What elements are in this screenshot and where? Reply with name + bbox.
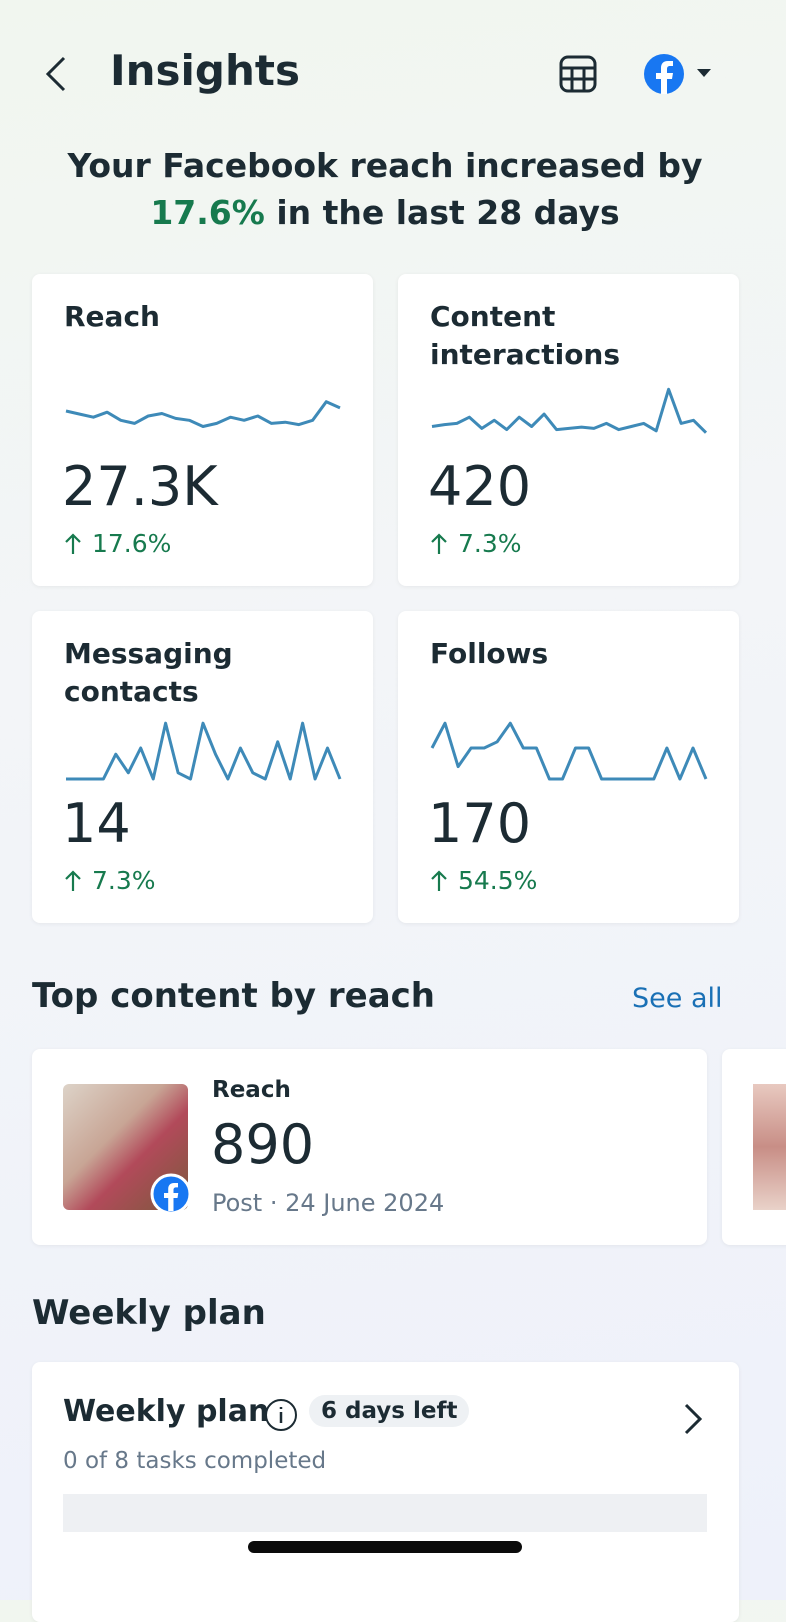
metric-label: Reach xyxy=(64,300,160,333)
days-left-badge: 6 days left xyxy=(309,1395,470,1427)
metric-card[interactable]: Messaging contacts 14 7.3% xyxy=(32,611,373,923)
section-title: Weekly plan xyxy=(32,1293,266,1333)
see-all-link[interactable]: See all xyxy=(632,983,723,1014)
metric-value: 14 xyxy=(62,792,131,855)
metric-label: Messaging contacts xyxy=(64,637,233,708)
change-value: 7.3% xyxy=(92,866,156,895)
summary-highlight: 17.6% xyxy=(150,193,265,232)
trend-line xyxy=(431,387,708,434)
up-arrow xyxy=(431,532,447,554)
summary-text: in the last 28 days xyxy=(276,193,620,232)
metric-label: Follows xyxy=(430,637,549,670)
account-switcher[interactable] xyxy=(643,53,723,95)
content-meta: Post · 24 June 2024 xyxy=(212,1189,445,1217)
trend-line xyxy=(430,721,708,781)
info-icon[interactable] xyxy=(264,1398,298,1432)
summary: Your Facebook reach increased by 17.6% i… xyxy=(0,142,770,236)
section-title: Top content by reach xyxy=(32,976,436,1016)
sparkline xyxy=(431,387,708,434)
home-indicator xyxy=(248,1541,522,1553)
content-value: 890 xyxy=(211,1113,315,1176)
back-button[interactable] xyxy=(40,55,70,93)
chevron xyxy=(684,1403,703,1435)
page-title: Insights xyxy=(110,46,300,95)
metric-change: 7.3% xyxy=(430,529,522,558)
metric-card[interactable]: Reach 27.3K 17.6% xyxy=(32,274,373,586)
metric-card[interactable]: Follows 170 54.5% xyxy=(398,611,739,923)
metric-change: 7.3% xyxy=(64,866,156,895)
metric-label: Content interactions xyxy=(430,300,621,371)
trend-line xyxy=(66,721,342,781)
facebook-badge xyxy=(150,1173,192,1215)
change-value: 17.6% xyxy=(92,529,172,558)
sparkline xyxy=(66,721,342,781)
arrow-shape xyxy=(431,869,447,891)
summary-line: 17.6% in the last 28 days xyxy=(0,189,770,236)
sparkline xyxy=(430,721,708,781)
metric-value: 170 xyxy=(428,792,532,855)
metric-value: 420 xyxy=(428,455,532,518)
metric-card[interactable]: Content interactions 420 7.3% xyxy=(398,274,739,586)
up-arrow xyxy=(65,869,81,891)
sparkline xyxy=(65,400,341,428)
plan-progress: 0 of 8 tasks completed xyxy=(63,1448,327,1474)
metric-change: 54.5% xyxy=(430,866,537,895)
change-value: 54.5% xyxy=(458,866,538,895)
trend-line xyxy=(65,400,341,428)
content-label: Reach xyxy=(212,1077,291,1103)
arrow-shape xyxy=(65,532,81,554)
plan-title: Weekly plan xyxy=(63,1394,270,1429)
metric-change: 17.6% xyxy=(64,529,171,558)
metric-value: 27.3K xyxy=(62,455,218,518)
arrow-shape xyxy=(431,532,447,554)
table-icon[interactable] xyxy=(558,54,598,94)
up-arrow xyxy=(431,869,447,891)
content-card[interactable]: Reach 890 Post · 24 June 2024 xyxy=(32,1049,707,1245)
weekly-plan-card[interactable]: Weekly plan 6 days left 0 of 8 tasks com… xyxy=(32,1362,739,1622)
content-card-next[interactable] xyxy=(722,1049,786,1245)
up-arrow xyxy=(65,532,81,554)
progress-track xyxy=(63,1494,707,1532)
summary-text: Your Facebook reach increased by xyxy=(67,146,703,185)
arrow-shape xyxy=(65,869,81,891)
post-thumbnail xyxy=(753,1084,786,1210)
change-value: 7.3% xyxy=(458,529,522,558)
